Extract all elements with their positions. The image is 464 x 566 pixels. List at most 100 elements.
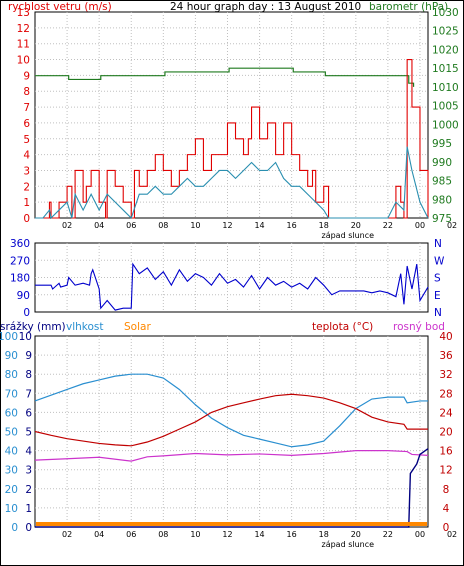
compass-tick: N xyxy=(434,238,442,250)
rain-y-tick: 2 xyxy=(25,484,32,496)
pressure-y-tick: 1025 xyxy=(432,26,459,38)
temperature-y-tick: 8 xyxy=(443,484,450,496)
humidity-y-tick: 90 xyxy=(5,350,18,362)
wind-plot-area xyxy=(34,11,429,219)
rain-y-tick: 6 xyxy=(25,407,32,419)
temperature-y-tick: 40 xyxy=(439,331,452,343)
humidity-y-tick: 100 xyxy=(0,331,18,343)
humidity-legend: vlhkost xyxy=(66,321,104,333)
humidity-y-tick: 20 xyxy=(5,484,18,496)
climate-plot-area xyxy=(34,335,429,528)
wind-x-tick: 20 xyxy=(351,221,361,230)
rain-axis-title: srážky (mm) xyxy=(0,321,66,333)
climate-x-tick: 22 xyxy=(383,530,393,539)
wind-y-tick: 13 xyxy=(17,7,30,19)
temperature-y-tick: 32 xyxy=(439,369,452,381)
direction-plot-area xyxy=(34,242,429,313)
rain-y-tick: 7 xyxy=(25,388,32,400)
direction-y-tick: 270 xyxy=(10,255,30,267)
wind-x-tick: 00 xyxy=(415,221,425,230)
pressure-axis-title: barometr (hPa) xyxy=(369,1,448,13)
temperature-y-tick: 20 xyxy=(439,427,452,439)
chart-title: 24 hour graph day : 13 August 2010 xyxy=(170,1,361,13)
climate-x-tick: 02 xyxy=(447,530,457,539)
compass-tick: S xyxy=(434,273,441,285)
wind-axis-title: rychlost vetru (m/s) xyxy=(8,1,112,13)
wind-x-tick: 02 xyxy=(62,221,72,230)
rain-y-tick: 10 xyxy=(19,331,32,343)
wind-x-tick: 18 xyxy=(319,221,329,230)
pressure-y-tick: 995 xyxy=(432,138,452,150)
wind-direction-line xyxy=(35,262,429,311)
climate-x-tick: 16 xyxy=(287,530,297,539)
wind-y-tick: 9 xyxy=(23,70,30,82)
pressure-y-tick: 1005 xyxy=(432,101,459,113)
wind-y-tick: 4 xyxy=(23,150,30,162)
humidity-y-tick: 0 xyxy=(11,522,18,534)
humidity-y-tick: 50 xyxy=(5,427,18,439)
wind-y-tick: 2 xyxy=(23,181,30,193)
wind-average-line xyxy=(35,146,429,220)
humidity-y-tick: 30 xyxy=(5,465,18,477)
wind-y-tick: 6 xyxy=(23,118,30,130)
compass-tick: W xyxy=(434,255,445,267)
pressure-y-tick: 980 xyxy=(432,194,452,206)
wind-x-tick: 04 xyxy=(94,221,104,230)
direction-y-tick: 0 xyxy=(23,307,30,319)
temperature-y-tick: 4 xyxy=(443,503,450,515)
wind-x-tick: 16 xyxy=(287,221,297,230)
temperature-y-tick: 0 xyxy=(443,522,450,534)
humidity-y-tick: 70 xyxy=(5,388,18,400)
wind-y-tick: 7 xyxy=(23,102,30,114)
climate-x-tick: 08 xyxy=(158,530,168,539)
pressure-y-tick: 1010 xyxy=(432,82,459,94)
rain-y-tick: 5 xyxy=(25,427,32,439)
humidity-y-tick: 10 xyxy=(5,503,18,515)
solar-baseline xyxy=(36,522,427,526)
temperature-y-tick: 28 xyxy=(439,388,452,400)
rain-y-tick: 1 xyxy=(25,503,32,515)
humidity-line xyxy=(34,373,428,448)
temperature-y-tick: 24 xyxy=(439,407,453,419)
direction-y-tick: 90 xyxy=(17,290,30,302)
pressure-y-tick: 975 xyxy=(432,213,452,225)
direction-y-tick: 180 xyxy=(10,273,30,285)
wind-x-tick: 02 xyxy=(447,221,457,230)
temperature-y-tick: 16 xyxy=(439,446,453,458)
rain-y-tick: 4 xyxy=(25,446,32,458)
wind-y-tick: 3 xyxy=(23,165,30,177)
pressure-y-tick: 985 xyxy=(432,176,452,188)
pressure-y-tick: 1030 xyxy=(432,7,459,19)
compass-tick: N xyxy=(434,307,442,319)
sunset-label-1: západ slunce xyxy=(322,231,375,240)
direction-y-tick: 360 xyxy=(10,238,30,250)
temperature-axis-title: teplota (°C) xyxy=(312,321,373,333)
wind-x-tick: 08 xyxy=(158,221,168,230)
solar-legend: Solar xyxy=(124,321,151,333)
rain-line xyxy=(35,448,429,528)
temperature-y-tick: 12 xyxy=(439,465,452,477)
climate-x-tick: 18 xyxy=(319,530,329,539)
temperature-y-tick: 36 xyxy=(439,350,453,362)
wind-y-tick: 5 xyxy=(23,134,30,146)
humidity-y-tick: 40 xyxy=(5,446,18,458)
climate-x-tick: 14 xyxy=(254,530,264,539)
climate-x-tick: 10 xyxy=(190,530,200,539)
temperature-line xyxy=(34,393,428,447)
wind-y-tick: 0 xyxy=(23,213,30,225)
compass-tick: E xyxy=(434,290,441,302)
sunset-label-2: západ slunce xyxy=(322,540,375,549)
climate-x-tick: 06 xyxy=(126,530,136,539)
wind-y-tick: 1 xyxy=(23,197,30,209)
wind-y-tick: 8 xyxy=(23,86,30,98)
wind-x-tick: 06 xyxy=(126,221,136,230)
climate-x-tick: 12 xyxy=(222,530,232,539)
wind-x-tick: 22 xyxy=(383,221,393,230)
pressure-y-tick: 1020 xyxy=(432,44,459,56)
pressure-y-tick: 1015 xyxy=(432,63,459,75)
rain-y-tick: 8 xyxy=(25,369,32,381)
pressure-y-tick: 990 xyxy=(432,157,452,169)
humidity-y-tick: 60 xyxy=(5,407,18,419)
wind-x-tick: 12 xyxy=(222,221,232,230)
